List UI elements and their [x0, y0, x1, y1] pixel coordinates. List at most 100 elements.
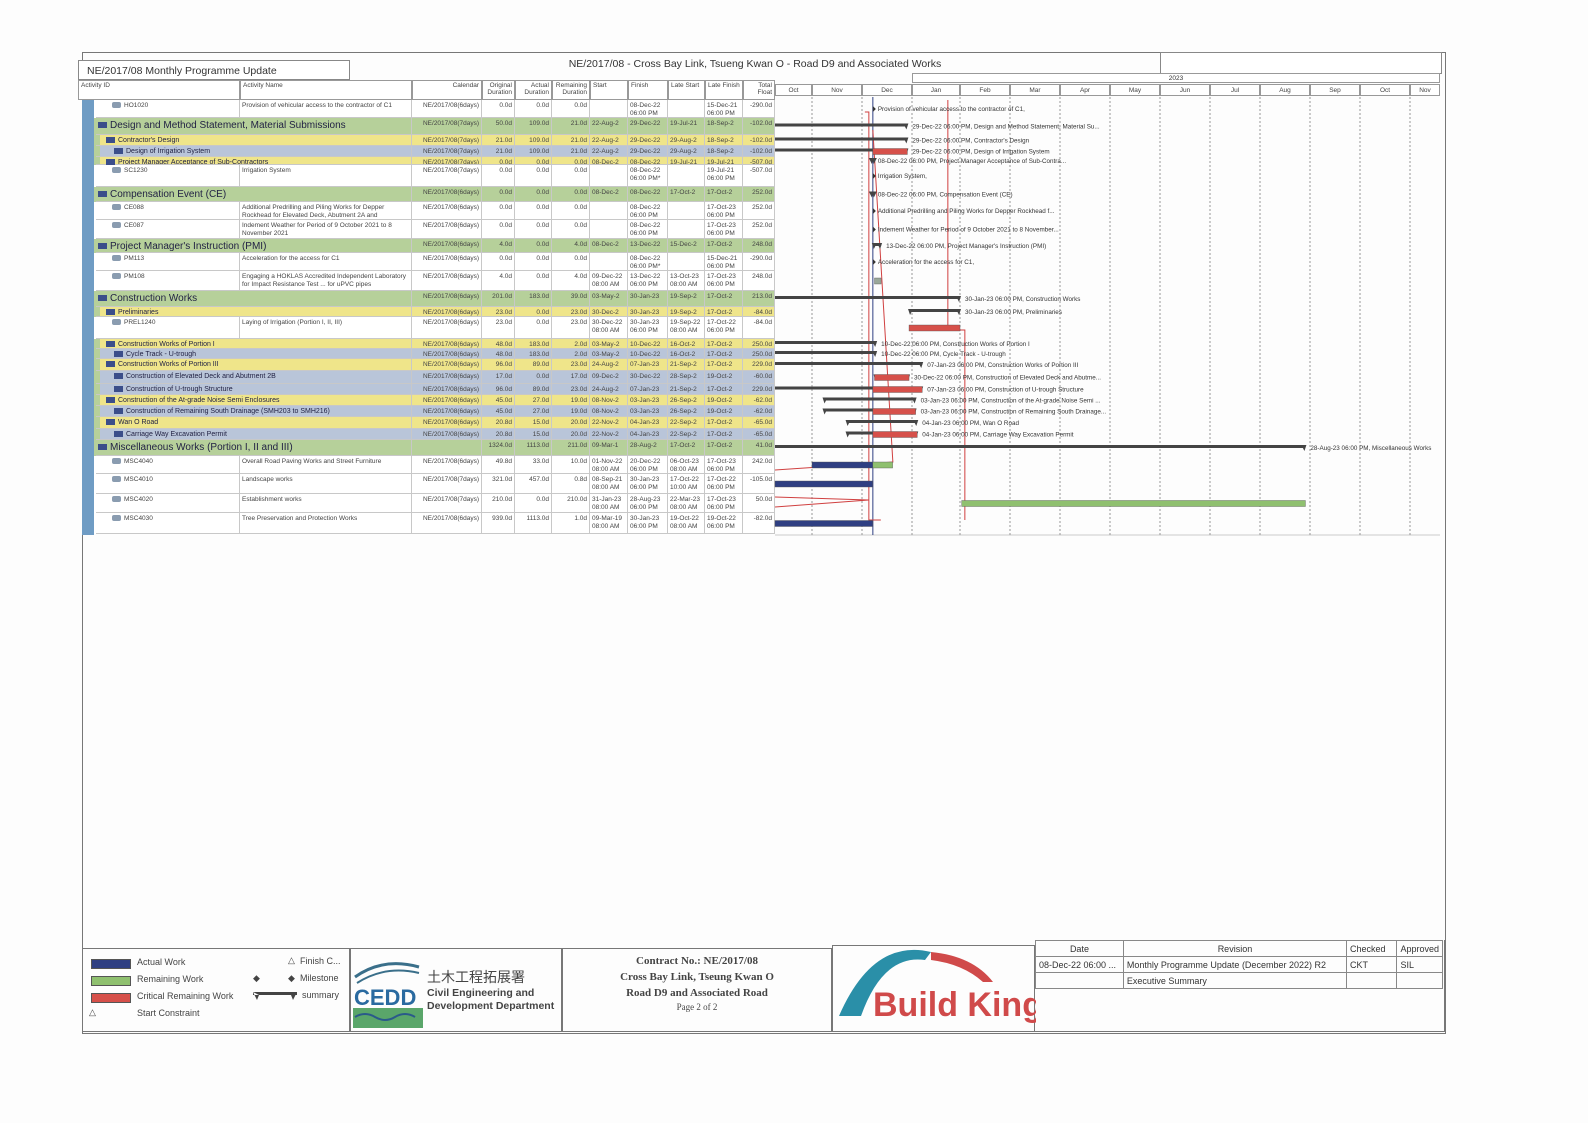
wbs-row[interactable] [94, 239, 775, 253]
activity-row[interactable] [94, 456, 775, 474]
cell-calendar: NE/2017/08(6days) [412, 456, 482, 474]
cell-finish: 28-Aug-2 [628, 440, 668, 456]
summary-bar [775, 445, 1306, 448]
cell-id: Construction of Remaining South Drainage… [96, 406, 412, 417]
legend-start-constraint-label: Start Constraint [137, 1008, 200, 1018]
column-header-remaining[interactable]: Remaining Duration [552, 80, 590, 100]
wbs-row[interactable] [94, 384, 775, 395]
cell-late-finish: 18-Sep-2 [705, 118, 743, 135]
column-header-finish[interactable]: Finish [628, 80, 668, 100]
cell-late-finish: 17-Oct-23 06:00 PM [705, 494, 743, 513]
month-header: Jan [912, 84, 960, 96]
wbs-row[interactable] [94, 359, 775, 371]
cell-actual: 0.0d [515, 271, 552, 291]
cell-start: 09-Mar-1 [590, 440, 628, 456]
wbs-row[interactable] [94, 118, 775, 135]
cell-start: 03-May-2 [590, 291, 628, 307]
cell-actual: 33.0d [515, 456, 552, 474]
month-header: Mar [1010, 84, 1060, 96]
wbs-row[interactable] [94, 371, 775, 384]
column-header-late-finish[interactable]: Late Finish [705, 80, 743, 100]
activity-row[interactable] [94, 513, 775, 534]
cell-late-finish: 17-Oct-2 [705, 349, 743, 359]
activity-icon [112, 515, 121, 521]
cell-name: Engaging a HOKLAS Accredited Independent… [240, 271, 412, 291]
summary-end-marker [913, 420, 919, 426]
activity-icon [112, 167, 121, 173]
wbs-row[interactable] [94, 349, 775, 359]
wbs-row[interactable] [94, 291, 775, 307]
activity-row[interactable] [94, 165, 775, 187]
wbs-row[interactable] [94, 429, 775, 440]
cell-start [590, 165, 628, 187]
wbs-row[interactable] [94, 187, 775, 202]
cell-start: 08-Nov-2 [590, 395, 628, 406]
cell-late-finish: 19-Oct-22 06:00 PM [705, 513, 743, 534]
wbs-row[interactable] [94, 146, 775, 157]
cell-start: 24-Aug-2 [590, 384, 628, 395]
contract-title-line1: Cross Bay Link, Tseung Kwan O [620, 971, 774, 983]
column-header-late-start[interactable]: Late Start [668, 80, 705, 100]
wbs-row[interactable] [94, 339, 775, 349]
cell-orig: 48.0d [482, 349, 515, 359]
cell-float: 248.0d [743, 271, 775, 291]
cell-name: Overall Road Paving Works and Street Fur… [240, 456, 412, 474]
cell-id: Project Manager Acceptance of Sub-Contra… [96, 157, 412, 165]
column-header-id[interactable]: Activity ID [78, 80, 240, 100]
cell-actual: 27.0d [515, 395, 552, 406]
column-header-start[interactable]: Start [590, 80, 628, 100]
cell-finish: 07-Jan-23 [628, 359, 668, 371]
activity-row[interactable] [94, 202, 775, 220]
activity-row[interactable] [94, 271, 775, 291]
cell-late-start: 17-Oct-22 10:00 AM [668, 474, 705, 494]
column-header-float[interactable]: Total Float [743, 80, 775, 100]
cell-actual: 0.0d [515, 494, 552, 513]
wbs-row[interactable] [94, 440, 775, 456]
wbs-row[interactable] [94, 406, 775, 417]
wbs-folder-icon [106, 309, 115, 315]
activity-icon [112, 319, 121, 325]
bar-label: 29-Dec-22 06:00 PM, Design and Method St… [912, 124, 1100, 131]
cell-late-finish: 17-Oct-23 06:00 PM [705, 456, 743, 474]
cell-id: PREL1240 [96, 317, 240, 339]
wbs-row[interactable] [94, 157, 775, 165]
summary-end-marker [1301, 445, 1307, 451]
cell-actual: 0.0d [515, 371, 552, 384]
summary-bar [775, 137, 908, 141]
cell-id: Miscellaneous Works (Portion I, II and I… [96, 440, 412, 456]
cell-id: Design of Irrigation System [96, 146, 412, 157]
activity-row[interactable] [94, 317, 775, 339]
activity-row[interactable] [94, 220, 775, 239]
cell-float: -105.0d [743, 474, 775, 494]
cell-float: -507.0d [743, 157, 775, 165]
activity-row[interactable] [94, 253, 775, 271]
outline-band [82, 100, 94, 535]
cell-name: Establishment works [240, 494, 412, 513]
cell-start: 03-May-2 [590, 339, 628, 349]
wbs-row[interactable] [94, 417, 775, 429]
activity-row[interactable] [94, 474, 775, 494]
activity-row[interactable] [94, 494, 775, 513]
cell-late-finish: 17-Oct-2 [705, 307, 743, 317]
wbs-row[interactable] [94, 307, 775, 317]
column-header-calendar[interactable]: Calendar [412, 80, 482, 100]
column-header-actual[interactable]: Actual Duration [515, 80, 552, 100]
indent-strip [94, 307, 100, 317]
cell-finish: 04-Jan-23 [628, 417, 668, 429]
cell-id: MSC4010 [96, 474, 240, 494]
cell-remaining: 0.0d [552, 253, 590, 271]
cell-float: -82.0d [743, 513, 775, 534]
contract-title-line2: Road D9 and Associated Road [626, 987, 768, 999]
summary-bar [775, 362, 923, 365]
activity-row[interactable] [94, 100, 775, 118]
cell-orig: 201.0d [482, 291, 515, 307]
cell-float: 229.0d [743, 359, 775, 371]
column-header-orig[interactable]: Original Duration [482, 80, 515, 100]
cell-actual: 0.0d [515, 307, 552, 317]
wbs-folder-icon [114, 351, 123, 357]
cell-id: CE088 [96, 202, 240, 220]
cell-id: HO1020 [96, 100, 240, 118]
wbs-row[interactable] [94, 395, 775, 406]
column-header-name[interactable]: Activity Name [240, 80, 412, 100]
wbs-row[interactable] [94, 135, 775, 146]
